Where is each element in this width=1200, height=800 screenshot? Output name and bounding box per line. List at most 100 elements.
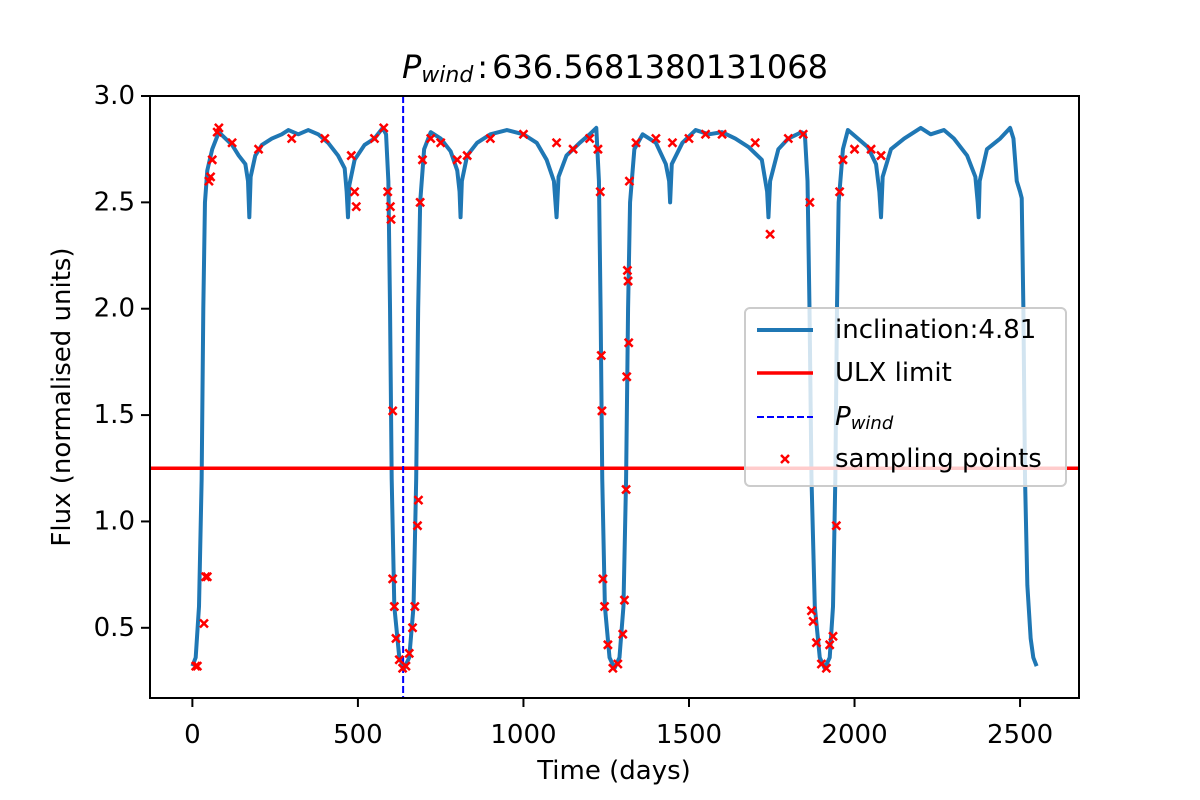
sampling-point xyxy=(213,123,224,133)
title-symbol: P xyxy=(402,48,422,86)
sampling-point xyxy=(385,201,396,212)
sampling-point xyxy=(811,637,822,648)
sampling-point xyxy=(319,133,330,144)
sampling-point xyxy=(765,229,775,240)
sampling-point xyxy=(651,133,661,144)
sampling-point xyxy=(349,186,360,197)
sampling-point xyxy=(598,573,608,584)
sampling-point xyxy=(596,350,607,361)
legend: inclination:4.81 ULX limit Pwind sampling p… xyxy=(744,307,1067,487)
chart-title: Pwind:636.5681380131068 xyxy=(402,48,828,88)
sampling-point xyxy=(462,150,473,161)
sampling-point xyxy=(409,601,420,612)
legend-handle xyxy=(780,454,790,464)
sampling-point xyxy=(415,197,426,208)
sampling-point xyxy=(407,622,418,633)
sampling-point xyxy=(417,154,428,165)
sampling-point xyxy=(831,520,842,531)
title-subscript: wind xyxy=(421,63,474,88)
sampling-point xyxy=(351,201,362,212)
y-tick-label: 1.0 xyxy=(94,506,135,536)
sampling-point xyxy=(485,133,496,144)
sampling-point xyxy=(568,144,578,155)
title-separator: : xyxy=(477,48,488,86)
sampling-point xyxy=(612,659,623,669)
y-axis-label: Flux (normalised units) xyxy=(47,247,77,546)
sampling-point xyxy=(876,150,886,161)
sampling-point xyxy=(700,129,711,140)
x-tick-label: 0 xyxy=(184,720,201,750)
sampling-point xyxy=(202,571,213,582)
sampling-point xyxy=(192,661,203,671)
sampling-point xyxy=(750,137,761,148)
sampling-point xyxy=(584,133,595,144)
x-axis-label: Time (days) xyxy=(536,756,691,786)
sampling-point xyxy=(286,133,297,144)
sampling-point xyxy=(452,154,463,165)
sampling-point xyxy=(382,186,393,197)
sampling-point xyxy=(389,601,400,612)
sampling-point xyxy=(387,405,398,416)
sampling-point xyxy=(806,605,817,616)
sampling-point xyxy=(828,631,838,642)
legend-subscript: wind xyxy=(851,413,894,434)
sampling-point xyxy=(804,197,815,208)
sampling-point xyxy=(378,123,389,133)
sampling-point xyxy=(593,144,603,155)
title-value: 636.5681380131068 xyxy=(492,48,828,86)
x-tick-label: 1000 xyxy=(490,720,556,750)
x-tick-label: 500 xyxy=(333,720,383,750)
sampling-point xyxy=(838,154,848,165)
y-tick-label: 1.5 xyxy=(94,400,135,430)
sampling-point xyxy=(866,144,876,155)
x-tick-label: 2500 xyxy=(987,720,1053,750)
legend-label: sampling points xyxy=(835,444,1042,474)
sampling-point xyxy=(602,639,613,650)
sampling-point xyxy=(824,639,835,650)
sampling-point xyxy=(624,176,635,186)
sampling-point xyxy=(623,276,633,286)
sampling-point xyxy=(412,520,423,531)
sampling-point xyxy=(783,133,794,144)
legend-symbol: P xyxy=(835,402,851,432)
sampling-point xyxy=(631,137,641,148)
y-tick-label: 3.0 xyxy=(94,81,135,111)
sampling-point xyxy=(387,573,398,584)
legend-label: Pwind xyxy=(835,402,894,434)
sampling-point xyxy=(684,133,694,144)
sampling-point xyxy=(597,405,607,416)
sampling-point xyxy=(518,129,529,140)
legend-label: ULX limit xyxy=(835,358,952,388)
sampling-point xyxy=(425,133,436,144)
y-tick-label: 2.5 xyxy=(94,187,135,217)
sampling-point xyxy=(849,144,860,155)
sampling-point xyxy=(205,171,216,182)
sampling-point xyxy=(808,616,819,627)
sampling-point xyxy=(821,663,832,674)
sampling-point xyxy=(717,129,727,140)
sampling-point xyxy=(798,129,809,140)
sampling-point xyxy=(386,214,396,225)
legend-box xyxy=(744,307,1067,487)
sampling-point xyxy=(404,648,415,659)
sampling-point xyxy=(834,186,845,197)
y-tick-label: 2.0 xyxy=(94,294,135,324)
sampling-point xyxy=(199,618,209,629)
sampling-point xyxy=(346,150,357,161)
sampling-point xyxy=(551,137,562,148)
sampling-point xyxy=(253,144,264,155)
sampling-point xyxy=(599,601,610,612)
sampling-point xyxy=(369,133,380,144)
legend-label: inclination:4.81 xyxy=(835,315,1036,345)
plot-frame xyxy=(149,95,1080,699)
sampling-point xyxy=(391,633,401,644)
sampling-point xyxy=(622,265,633,276)
sampling-point xyxy=(623,337,634,348)
sampling-point xyxy=(595,186,606,197)
sampling-point xyxy=(413,495,424,506)
x-tick-label: 1500 xyxy=(656,720,722,750)
sampling-point xyxy=(401,661,411,671)
y-tick-label: 0.5 xyxy=(94,613,135,643)
sampling-point xyxy=(617,629,628,640)
